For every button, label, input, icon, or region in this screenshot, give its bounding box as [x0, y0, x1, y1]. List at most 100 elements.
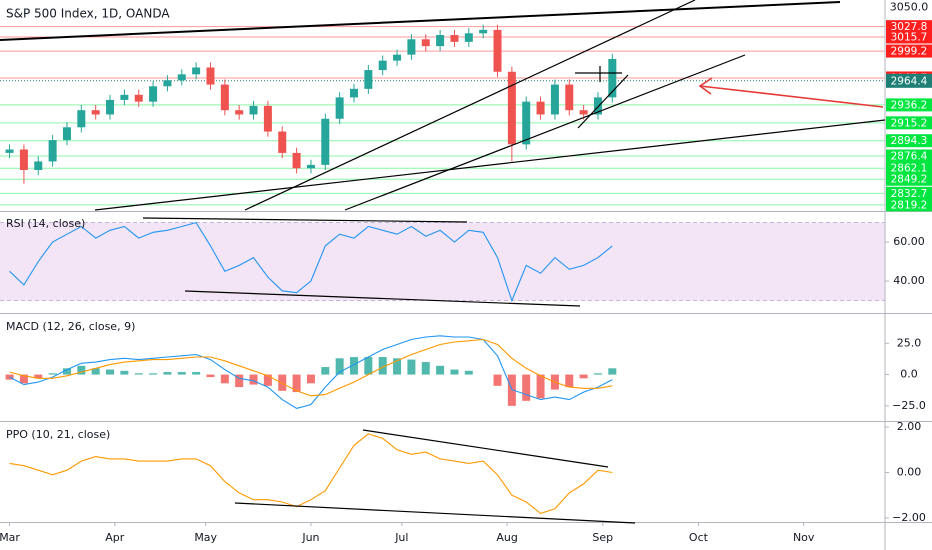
histogram-bar — [263, 374, 272, 386]
histogram-bar — [335, 358, 344, 375]
histogram-bar — [493, 374, 502, 386]
level-box — [886, 186, 932, 200]
candle-body — [450, 35, 459, 42]
level-label: 3015.7 — [891, 31, 928, 43]
histogram-bar — [378, 357, 387, 375]
candle-body — [263, 105, 272, 132]
candle-body — [177, 74, 186, 81]
histogram-bar — [163, 372, 172, 375]
candle-body — [249, 105, 258, 115]
histogram-bar — [48, 373, 57, 375]
candle-body — [407, 39, 416, 55]
y-tick-label: 60.00 — [893, 235, 925, 248]
histogram-bar — [608, 368, 617, 375]
candle-body — [163, 80, 172, 87]
level-label: 2862.1 — [891, 163, 928, 175]
level-box — [886, 134, 932, 148]
histogram-bar — [206, 374, 215, 378]
y-tick-label: 40.00 — [893, 274, 925, 287]
level-box — [886, 149, 932, 163]
candle-body — [48, 140, 57, 162]
candle-body — [522, 101, 531, 145]
level-label: 3027.8 — [891, 21, 928, 33]
x-tick-label: Jun — [301, 531, 319, 544]
candle-body — [91, 110, 100, 115]
candle-body — [5, 149, 14, 153]
level-label: 2999.2 — [891, 46, 928, 58]
chart-title: S&P 500 Index, 1D, OANDA — [6, 7, 170, 21]
level-label: 2819.2 — [891, 199, 928, 211]
candle-body — [493, 29, 502, 72]
candle-body — [321, 118, 330, 165]
candle-body — [192, 67, 201, 75]
histogram-bar — [34, 374, 43, 379]
level-label: 2876.4 — [891, 150, 928, 162]
candle-body — [306, 164, 315, 169]
candle-body — [393, 54, 402, 61]
level-label: 2936.2 — [891, 99, 928, 111]
candle-body — [507, 71, 516, 145]
histogram-bar — [19, 374, 28, 384]
candle-body — [436, 35, 445, 47]
x-tick-label: Mar — [0, 531, 20, 544]
candle-body — [565, 84, 574, 111]
trend-line — [362, 429, 609, 468]
histogram-bar — [306, 374, 315, 384]
trend-line — [234, 502, 636, 524]
level-box — [886, 98, 932, 112]
candle-body — [608, 58, 617, 98]
arrow — [699, 85, 884, 108]
y-tick-label: 2.00 — [897, 420, 922, 433]
level-box — [886, 30, 932, 44]
indicator-line — [9, 221, 613, 303]
candle-body — [206, 67, 215, 85]
histogram-bar — [522, 374, 531, 401]
candle-body — [62, 127, 71, 141]
rsi-band — [0, 222, 885, 301]
histogram-bar — [350, 357, 358, 375]
histogram-bar — [579, 374, 588, 379]
level-box — [886, 161, 932, 175]
histogram-bar — [62, 368, 71, 375]
last-price-box — [886, 73, 932, 88]
level-box — [886, 44, 932, 58]
trend-line — [344, 54, 746, 211]
level-box — [886, 172, 932, 186]
x-tick-label: Nov — [793, 531, 815, 544]
arrow-head — [698, 77, 713, 95]
x-tick-label: Aug — [496, 531, 517, 544]
trend-line — [244, 0, 696, 211]
histogram-bar — [120, 370, 129, 375]
y-tick-label: −2.00 — [892, 511, 926, 524]
histogram-bar — [321, 367, 330, 375]
candle-body — [364, 70, 373, 89]
last-price-label: 2964.4 — [891, 75, 928, 87]
histogram-bar — [292, 374, 301, 393]
histogram-bar — [5, 374, 14, 380]
histogram-bar — [393, 358, 402, 375]
trend-line — [142, 217, 468, 223]
candle-body — [350, 88, 358, 98]
candle-body — [77, 110, 86, 128]
y-tick-label: −25.0 — [892, 399, 926, 412]
histogram-bar — [134, 373, 143, 375]
histogram-bar — [235, 374, 244, 388]
x-tick-label: Jul — [394, 531, 408, 544]
trend-line — [184, 290, 581, 307]
candle-body — [335, 97, 344, 119]
candle-body — [134, 94, 143, 102]
candle-body — [19, 149, 28, 170]
candle-body — [550, 84, 559, 115]
candle-body — [34, 161, 43, 170]
candle-body — [536, 101, 545, 115]
candle-body — [292, 152, 301, 169]
histogram-bar — [192, 372, 201, 375]
histogram-bar — [565, 374, 574, 388]
level-box — [886, 20, 932, 34]
drawings — [0, 0, 886, 524]
candle-body — [593, 97, 602, 115]
trend-line — [94, 119, 886, 211]
pane-title: RSI (14, close) — [6, 217, 85, 230]
